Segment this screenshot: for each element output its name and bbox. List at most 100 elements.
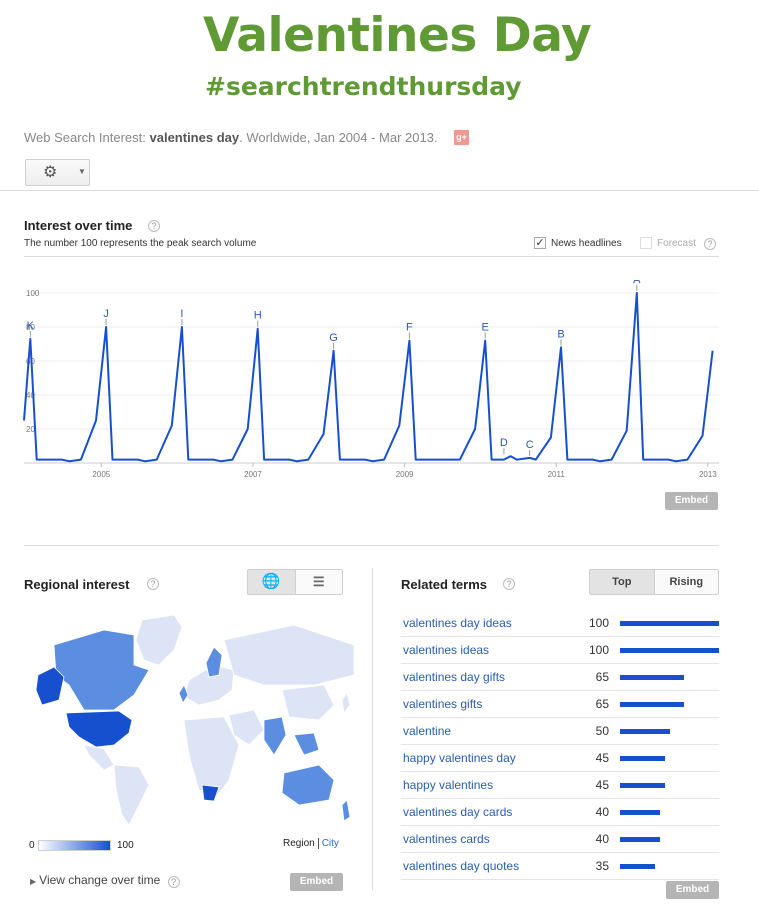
related-term-bar — [620, 783, 665, 788]
top-divider — [0, 190, 759, 191]
related-term-row: valentines day ideas 100 — [401, 610, 719, 637]
related-help-icon[interactable]: ? — [503, 578, 515, 590]
related-term-bar — [620, 648, 719, 653]
map-new-zealand — [341, 799, 351, 822]
related-term-bar — [620, 702, 685, 707]
map-india — [263, 716, 287, 756]
annotation-label: E — [482, 322, 489, 334]
chart-embed-button[interactable]: Embed — [665, 492, 718, 510]
related-term-value: 45 — [595, 751, 609, 765]
related-term-value: 45 — [595, 778, 609, 792]
forecast-help-icon[interactable]: ? — [704, 238, 716, 250]
related-term-value: 40 — [595, 805, 609, 819]
map-russia — [223, 624, 355, 686]
map-japan — [341, 692, 351, 715]
related-embed-button[interactable]: Embed — [666, 881, 719, 899]
related-term-row: valentines cards 40 — [401, 826, 719, 853]
column-divider — [372, 568, 373, 890]
map-usa — [65, 710, 133, 748]
related-title: Related terms — [401, 577, 487, 592]
chart-top-rule — [24, 256, 719, 257]
related-term-value: 65 — [595, 697, 609, 711]
caret-down-icon: ▼ — [78, 167, 86, 176]
y-tick-label: 20 — [26, 425, 35, 434]
related-term-link[interactable]: valentines day ideas — [403, 616, 512, 630]
view-change-link[interactable]: ▶ View change over time ? — [30, 873, 180, 888]
x-tick-label: 2009 — [396, 470, 414, 479]
related-term-bar — [620, 729, 670, 734]
related-term-row: valentines day cards 40 — [401, 799, 719, 826]
related-term-row: valentines ideas 100 — [401, 637, 719, 664]
interest-note: The number 100 represents the peak searc… — [24, 238, 257, 249]
annotation-label: C — [526, 439, 534, 451]
related-term-link[interactable]: valentine — [403, 724, 452, 738]
x-tick-label: 2013 — [699, 470, 717, 479]
forecast-label: Forecast — [657, 238, 696, 249]
related-term-link[interactable]: happy valentines day — [403, 751, 516, 765]
separator — [317, 838, 319, 849]
google-plus-icon[interactable]: g+ — [454, 130, 469, 145]
news-headlines-checkbox[interactable]: ✓ — [534, 237, 546, 249]
x-tick-label: 2007 — [244, 470, 262, 479]
related-term-value: 100 — [588, 616, 609, 630]
related-term-link[interactable]: valentines day quotes — [403, 859, 520, 873]
legend-gradient — [38, 840, 111, 851]
search-summary: Web Search Interest: valentines day. Wor… — [24, 130, 438, 145]
view-change-label: View change over time — [39, 873, 161, 887]
related-term-link[interactable]: happy valentines — [403, 778, 494, 792]
related-tabs: Top Rising — [589, 569, 719, 595]
annotation-label: J — [103, 308, 109, 320]
forecast-checkbox[interactable] — [640, 237, 652, 249]
settings-button[interactable]: ⚙ ▼ — [25, 159, 90, 186]
map-alaska — [35, 666, 65, 706]
map-canada — [53, 629, 150, 711]
hashtag-subtitle: #searchtrendthursday — [205, 72, 522, 101]
related-term-link[interactable]: valentines day cards — [403, 805, 513, 819]
tab-top[interactable]: Top — [590, 570, 655, 594]
search-prefix: Web Search Interest: — [24, 130, 150, 145]
related-term-row: valentines day quotes 35 — [401, 853, 719, 880]
annotation-label: H — [254, 310, 262, 322]
map-south-america — [113, 764, 150, 826]
annotation-label: D — [500, 437, 508, 449]
globe-icon[interactable]: 🌐 — [248, 570, 296, 594]
interest-title: Interest over time — [24, 218, 133, 233]
related-term-link[interactable]: valentines ideas — [403, 643, 490, 657]
x-tick-label: 2005 — [92, 470, 110, 479]
map-south-africa — [201, 784, 220, 802]
regional-title: Regional interest — [24, 577, 130, 592]
list-icon[interactable]: ☰ — [295, 570, 342, 594]
y-tick-label: 40 — [26, 391, 35, 400]
series-line — [23, 292, 714, 463]
related-term-value: 35 — [595, 859, 609, 873]
map-australia — [281, 764, 335, 806]
related-term-bar — [620, 756, 665, 761]
related-term-row: happy valentines 45 — [401, 772, 719, 799]
related-term-link[interactable]: valentines cards — [403, 832, 490, 846]
legend-max: 100 — [117, 840, 134, 851]
annotation-label: B — [557, 328, 564, 340]
legend-min: 0 — [29, 840, 35, 851]
annotation-label: I — [180, 308, 183, 320]
y-tick-label: 80 — [26, 323, 35, 332]
region-link[interactable]: Region — [283, 838, 315, 849]
related-term-bar — [620, 621, 719, 626]
related-term-link[interactable]: valentines gifts — [403, 697, 483, 711]
view-change-help-icon[interactable]: ? — [167, 876, 180, 888]
map-embed-button[interactable]: Embed — [290, 873, 343, 891]
x-tick-label: 2011 — [548, 470, 566, 479]
map-middle-east — [228, 709, 265, 746]
regional-help-icon[interactable]: ? — [147, 578, 159, 590]
map-africa — [183, 716, 240, 801]
annotation-label: A — [633, 280, 641, 286]
help-icon[interactable]: ? — [148, 220, 160, 232]
tab-rising[interactable]: Rising — [654, 570, 718, 594]
annotation-label: G — [329, 332, 338, 344]
related-term-link[interactable]: valentines day gifts — [403, 670, 506, 684]
map-greenland — [135, 614, 183, 666]
annotation-label: F — [406, 322, 413, 334]
map-scandinavia — [205, 646, 223, 678]
map-mexico — [83, 744, 115, 771]
city-link[interactable]: City — [321, 838, 339, 849]
related-term-row: valentines day gifts 65 — [401, 664, 719, 691]
